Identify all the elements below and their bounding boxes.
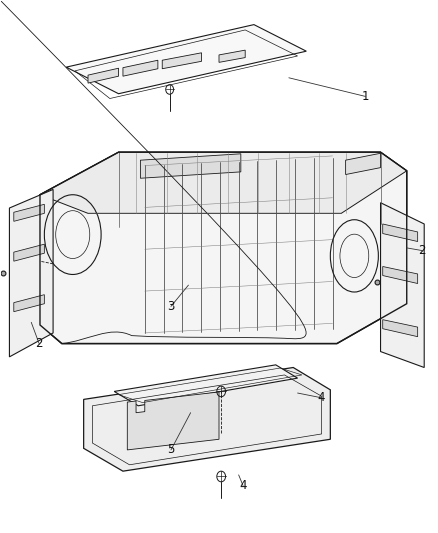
Polygon shape: [219, 50, 245, 62]
Polygon shape: [346, 154, 381, 174]
Polygon shape: [14, 204, 44, 221]
Polygon shape: [114, 365, 297, 406]
Polygon shape: [14, 295, 44, 312]
Polygon shape: [127, 392, 219, 450]
Polygon shape: [162, 53, 201, 69]
Polygon shape: [383, 266, 418, 284]
Text: 2: 2: [35, 337, 43, 350]
Text: 2: 2: [418, 244, 426, 257]
Polygon shape: [88, 68, 119, 83]
Polygon shape: [383, 320, 418, 337]
Polygon shape: [381, 203, 424, 368]
Text: 4: 4: [318, 391, 325, 405]
Polygon shape: [123, 60, 158, 76]
Text: 1: 1: [361, 90, 369, 103]
Polygon shape: [10, 189, 53, 357]
Text: 5: 5: [167, 443, 175, 456]
Polygon shape: [40, 152, 407, 344]
Text: 3: 3: [167, 300, 175, 313]
Polygon shape: [84, 368, 330, 471]
Polygon shape: [14, 244, 44, 261]
Text: 4: 4: [239, 479, 247, 492]
Polygon shape: [141, 154, 241, 178]
Polygon shape: [383, 224, 418, 241]
Polygon shape: [40, 152, 407, 213]
Polygon shape: [66, 25, 306, 94]
